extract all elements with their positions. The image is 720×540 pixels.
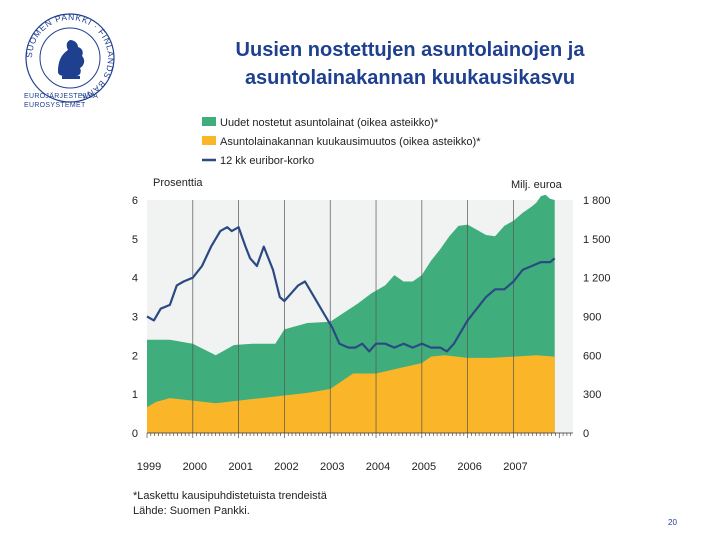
left-tick-label-4: 4 — [132, 273, 138, 285]
legend-label-new-loans: Uudet nostetut asuntolainat (oikea astei… — [220, 117, 439, 129]
logo-subtitle-2: EUROSYSTEMET — [24, 102, 86, 109]
source-note: Lähde: Suomen Pankki. — [133, 505, 250, 517]
right-tick-label-600: 600 — [583, 350, 601, 362]
x-tick-label-1999: 1999 — [137, 461, 161, 473]
left-tick-label-5: 5 — [132, 234, 138, 246]
right-tick-label-1800: 1 800 — [583, 195, 611, 207]
left-tick-label-3: 3 — [132, 312, 138, 324]
legend-label-loan-stock-change: Asuntolainakannan kuukausimuutos (oikea … — [220, 136, 481, 148]
logo-subtitle-1: EUROJÄRJESTELMÄ — [24, 93, 99, 100]
slide-title-line-2: asuntolainakannan kuukausikasvu — [244, 67, 576, 89]
x-tick-label-2006: 2006 — [457, 461, 481, 473]
slide-number: 20 — [668, 518, 677, 527]
x-tick-label-2007: 2007 — [503, 461, 527, 473]
footnote: *Laskettu kausipuhdistetuista trendeistä — [133, 490, 328, 502]
legend-label-euribor: 12 kk euribor-korko — [220, 155, 314, 167]
slide-title-line-1: Uusien nostettujen asuntolainojen ja — [235, 39, 585, 61]
right-tick-label-1500: 1 500 — [583, 234, 611, 246]
series-line-euribor — [146, 226, 556, 353]
x-tick-label-2001: 2001 — [228, 461, 252, 473]
lion-emblem-icon — [58, 40, 85, 79]
legend-swatch-new-loans — [202, 117, 216, 126]
x-tick-label-2000: 2000 — [183, 461, 207, 473]
left-tick-label-2: 2 — [132, 350, 138, 362]
bank-logo: SUOMEN PANKKI · FINLANDS BANK — [24, 12, 115, 103]
right-tick-label-900: 900 — [583, 312, 601, 324]
legend-swatch-loan-stock-change — [202, 136, 216, 145]
right-axis-label: Milj. euroa — [511, 179, 563, 191]
series-area-loan-stock-change — [147, 355, 555, 433]
x-tick-label-2004: 2004 — [366, 461, 390, 473]
left-tick-label-1: 1 — [132, 389, 138, 401]
left-tick-label-0: 0 — [132, 428, 138, 440]
x-tick-label-2005: 2005 — [412, 461, 436, 473]
left-axis-label: Prosenttia — [153, 177, 203, 189]
x-tick-label-2003: 2003 — [320, 461, 344, 473]
x-tick-label-2002: 2002 — [274, 461, 298, 473]
right-tick-label-1200: 1 200 — [583, 273, 611, 285]
right-tick-label-0: 0 — [583, 428, 589, 440]
left-tick-label-6: 6 — [132, 195, 138, 207]
slide-title: Uusien nostettujen asuntolainojen ja asu… — [140, 36, 680, 92]
right-tick-label-300: 300 — [583, 389, 601, 401]
